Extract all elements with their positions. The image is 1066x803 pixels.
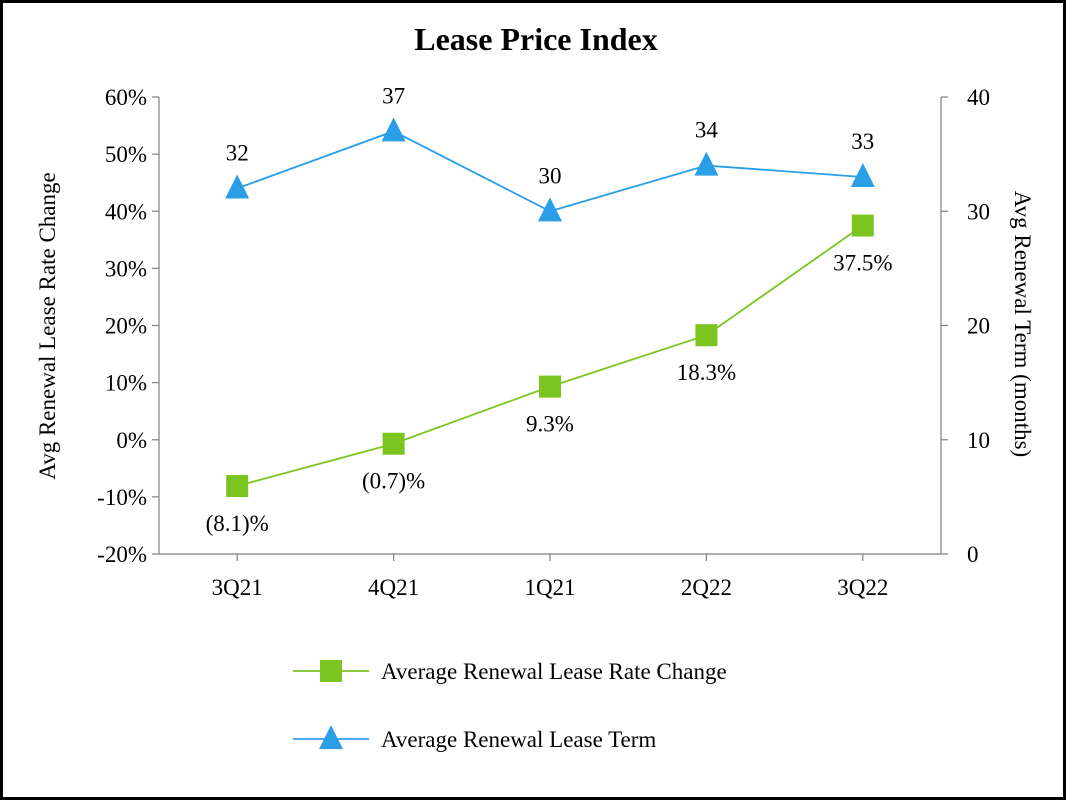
- rate-change-data-label: 18.3%: [677, 360, 736, 385]
- y-axis-left-label: Avg Renewal Lease Rate Change: [35, 172, 60, 479]
- y-axis-right-tick-label: 20: [967, 314, 990, 339]
- rate-change-point: [695, 324, 718, 347]
- lease-term-data-label: 37: [382, 83, 405, 108]
- y-axis-left-tick-label: -10%: [97, 485, 147, 510]
- y-axis-left-tick-label: 10%: [105, 371, 147, 396]
- y-axis-right-tick-label: 30: [967, 199, 990, 224]
- rate-change-data-label: (8.1)%: [206, 511, 269, 536]
- y-axis-left-tick-label: 40%: [105, 199, 147, 224]
- y-axis-left-tick-label: 0%: [116, 428, 147, 453]
- lease-term-data-label: 30: [539, 163, 562, 188]
- y-axis-right-label: Avg Renewal Term (months): [1010, 191, 1035, 457]
- axes: -20% -10% 0% 10% 20% 30% 40% 50% 60% 0 10 20 30 40 3Q2…: [97, 85, 990, 600]
- y-axis-left-tick-label: -20%: [97, 542, 147, 567]
- lease-price-index-chart: Lease Price Index Avg Renewal Lease Rate…: [35, 21, 1035, 752]
- legend-rate-change-label: Average Renewal Lease Rate Change: [381, 659, 727, 684]
- x-axis-tick-label: 2Q22: [681, 575, 732, 600]
- x-axis-tick-label: 4Q21: [368, 575, 419, 600]
- rate-change-data-label: 9.3%: [526, 412, 574, 437]
- x-axis-tick-label: 1Q21: [524, 575, 575, 600]
- rate-change-point: [226, 475, 249, 498]
- y-axis-left-tick-label: 50%: [105, 142, 147, 167]
- lease-term-data-label: 34: [695, 118, 719, 143]
- rate-change-point: [382, 432, 405, 455]
- x-axis-tick-label: 3Q21: [212, 575, 263, 600]
- legend-lease-term-label: Average Renewal Lease Term: [381, 727, 656, 752]
- lease-term-point: [850, 163, 875, 188]
- legend-triangle-marker: [319, 725, 343, 750]
- y-axis-left-tick-label: 20%: [105, 314, 147, 339]
- legend-square-marker: [320, 660, 342, 682]
- lease-term-point: [538, 197, 562, 222]
- lease-term-data-label: 32: [226, 140, 249, 165]
- rate-change-series-line: [236, 224, 864, 487]
- lease-term-point: [225, 174, 250, 199]
- lease-term-point: [694, 151, 719, 176]
- y-axis-right-tick-label: 40: [967, 85, 990, 110]
- y-axis-right-tick-label: 0: [967, 542, 979, 567]
- rate-change-data-label: 37.5%: [833, 251, 892, 276]
- y-axis-right-tick-label: 10: [967, 428, 990, 453]
- rate-change-point: [851, 214, 874, 237]
- lease-term-data-label: 33: [851, 129, 874, 154]
- y-axis-left-tick-label: 60%: [105, 85, 147, 110]
- chart-title: Lease Price Index: [414, 21, 658, 57]
- plot-area: (8.1)% (0.7)% 9.3% 18.3% 37.5% 32 37 30 34 33: [206, 83, 893, 536]
- legend: Average Renewal Lease Rate Change Average…: [293, 659, 727, 752]
- rate-change-data-label: (0.7)%: [362, 469, 425, 494]
- lease-term-point: [381, 117, 406, 142]
- y-axis-left-tick-label: 30%: [105, 256, 147, 281]
- rate-change-point: [539, 375, 561, 398]
- x-axis-tick-label: 3Q22: [837, 575, 888, 600]
